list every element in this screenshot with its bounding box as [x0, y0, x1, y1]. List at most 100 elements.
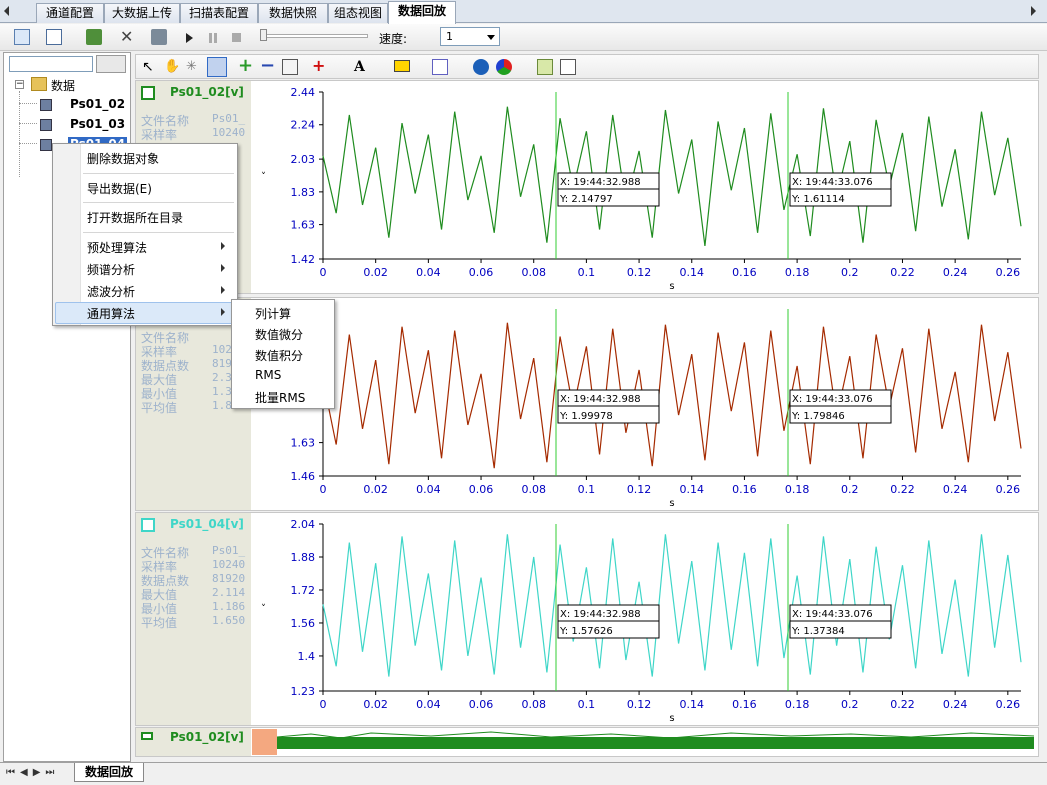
overview-window[interactable] [252, 729, 277, 755]
zoom-tool[interactable] [207, 57, 227, 77]
scroll-left[interactable] [4, 6, 9, 16]
line-tool[interactable] [432, 59, 448, 75]
speed-select[interactable]: 1 [440, 27, 500, 46]
x-tick-label: 0.08 [521, 266, 546, 279]
x-tick-label: 0.18 [785, 266, 810, 279]
tab-bar: 通道配置大数据上传扫描表配置数据快照组态视图数据回放 [0, 0, 1047, 23]
clipboard-tool[interactable] [560, 59, 576, 75]
sheet-nav[interactable]: ⏮◀▶⏭ [6, 767, 59, 778]
tree-item[interactable]: Ps01_02 [68, 97, 127, 111]
submenu-item[interactable]: 列计算 [255, 305, 291, 322]
x-tick-label: 0.04 [416, 266, 441, 279]
speed-label: 速度: [379, 30, 407, 47]
menu-item[interactable]: 预处理算法 [87, 239, 147, 256]
toolbar: ✕ 速度: 1 [0, 24, 1047, 51]
menu-separator [83, 173, 234, 174]
submenu-item[interactable]: 数值微分 [255, 326, 303, 343]
progress-thumb[interactable] [260, 29, 267, 41]
x-tick-label: 0.18 [785, 698, 810, 711]
tab[interactable]: 大数据上传 [104, 3, 180, 23]
x-tick-label: 0.04 [416, 698, 441, 711]
tab[interactable]: 扫描表配置 [180, 3, 258, 23]
cross-tool[interactable]: ✳ [186, 59, 202, 75]
tree-item[interactable]: Ps01_03 [68, 117, 127, 131]
axis-arrow: ˅ [261, 603, 266, 615]
tree-root[interactable]: 数据 [51, 77, 75, 94]
x-tick-label: 0.06 [469, 266, 494, 279]
tab[interactable]: 组态视图 [328, 3, 388, 23]
close-button[interactable]: ✕ [120, 29, 136, 45]
delete-button[interactable] [151, 29, 167, 45]
info-value: 1.650 [212, 614, 245, 627]
y-tick-label: 2.44 [291, 86, 316, 99]
pointer-tool[interactable]: ↖ [142, 59, 158, 75]
x-tick-label: 0.06 [469, 698, 494, 711]
menu-separator [83, 202, 234, 203]
item-icon [40, 139, 52, 151]
menu-item[interactable]: 打开数据所在目录 [87, 209, 183, 226]
overview-info: Ps01_02[v] [136, 728, 251, 756]
menu-item[interactable]: 删除数据对象 [87, 150, 159, 167]
open-button[interactable] [86, 29, 102, 45]
x-tick-label: 0.02 [363, 483, 388, 496]
color-tool[interactable] [496, 59, 512, 75]
search-button[interactable] [96, 55, 126, 73]
submenu-item[interactable]: 批量RMS [255, 389, 305, 406]
play-button[interactable] [186, 33, 193, 43]
tab[interactable]: 数据回放 [388, 1, 456, 24]
y-tick-label: 2.04 [291, 518, 316, 531]
cursor-y: Y: 2.14797 [559, 194, 613, 205]
x-tick-label: 0.16 [732, 483, 757, 496]
submenu-item[interactable]: 数值积分 [255, 347, 303, 364]
cursor-y: Y: 1.99978 [559, 411, 613, 422]
channel-icon [141, 86, 155, 100]
table-button[interactable] [46, 29, 62, 45]
menu-item[interactable]: 滤波分析 [87, 283, 135, 300]
axis-arrow: ˅ [261, 171, 266, 183]
y-tick-label: 1.4 [298, 650, 316, 663]
y-tick-label: 1.72 [291, 584, 316, 597]
sheet-tab[interactable]: 数据回放 [74, 763, 144, 782]
info-value: 1.3 [212, 385, 232, 398]
info-value: 10240 [212, 126, 245, 139]
info-value: 10240 [212, 558, 245, 571]
submenu-item[interactable]: RMS [255, 368, 281, 382]
info-label: 采样率 [141, 126, 177, 143]
x-tick-label: 0.12 [627, 266, 652, 279]
image-tool[interactable] [537, 59, 553, 75]
x-tick-label: 0.24 [943, 698, 968, 711]
zoom-in[interactable]: + [238, 58, 254, 74]
font-tool[interactable]: A [354, 59, 370, 75]
x-tick-label: 0.22 [890, 698, 915, 711]
view-button[interactable] [14, 29, 30, 45]
tab[interactable]: 通道配置 [36, 3, 104, 23]
info-value: 1.186 [212, 600, 245, 613]
menu-item[interactable]: 导出数据(E) [87, 180, 152, 197]
pause-button[interactable] [209, 33, 217, 43]
channel-name: Ps01_02[v] [170, 85, 244, 99]
x-tick-label: 0.1 [578, 483, 596, 496]
cursor-tool[interactable]: + [312, 58, 328, 74]
x-tick-label: 0.08 [521, 698, 546, 711]
search-box[interactable] [9, 56, 93, 72]
pan-tool[interactable]: ✋ [164, 59, 180, 75]
progress-track[interactable] [262, 34, 368, 38]
x-tick-label: 0.18 [785, 483, 810, 496]
info-tool[interactable] [473, 59, 489, 75]
tab[interactable]: 数据快照 [258, 3, 328, 23]
zoom-out[interactable]: − [260, 58, 276, 74]
y-tick-label: 1.63 [291, 219, 316, 232]
cursor-y: Y: 1.37384 [791, 626, 845, 637]
menu-item[interactable]: 通用算法 [87, 305, 135, 322]
home-tool[interactable] [282, 59, 298, 75]
chart-toolbar: ↖ ✋ ✳ + − + A [135, 54, 1039, 79]
legend-tool[interactable] [394, 60, 410, 72]
menu-highlight [55, 302, 235, 324]
info-value: Ps01_ [212, 544, 245, 557]
scroll-right[interactable] [1031, 6, 1036, 16]
x-tick-label: 0.06 [469, 483, 494, 496]
expander[interactable]: − [15, 80, 24, 89]
stop-button[interactable] [232, 33, 241, 42]
menu-item[interactable]: 频谱分析 [87, 261, 135, 278]
channel-name: Ps01_04[v] [170, 517, 244, 531]
